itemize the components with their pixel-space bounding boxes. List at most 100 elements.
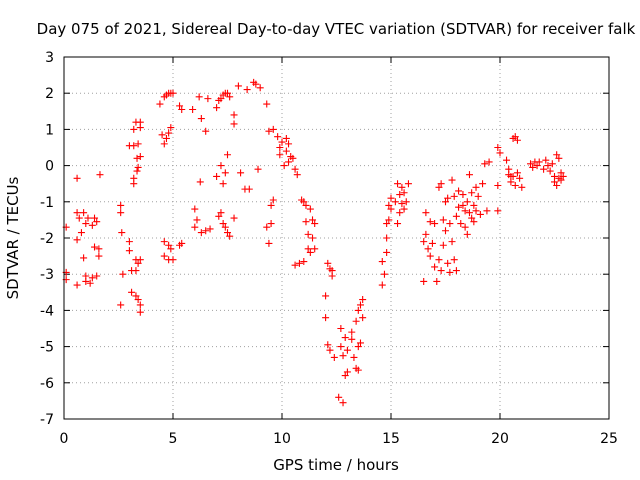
y-tick-label: 1 xyxy=(45,122,54,138)
data-point xyxy=(533,162,541,170)
data-point xyxy=(158,131,166,139)
data-point xyxy=(219,220,227,228)
data-point xyxy=(426,218,434,226)
data-point xyxy=(394,220,402,228)
data-point xyxy=(424,245,432,253)
data-point xyxy=(385,201,393,209)
data-point xyxy=(306,248,314,256)
data-point xyxy=(439,216,447,224)
data-point xyxy=(230,214,238,222)
data-point xyxy=(243,86,251,94)
data-point xyxy=(468,189,476,197)
data-point xyxy=(435,256,443,264)
data-point xyxy=(189,105,197,113)
data-point xyxy=(431,263,439,271)
y-tick-label: -4 xyxy=(40,303,54,319)
data-point xyxy=(165,241,173,249)
data-point xyxy=(326,346,334,354)
data-point xyxy=(463,198,471,206)
data-point xyxy=(132,267,140,275)
data-point xyxy=(213,104,221,112)
data-point xyxy=(293,171,301,179)
data-point xyxy=(420,238,428,246)
data-point xyxy=(167,124,175,132)
data-point xyxy=(459,191,467,199)
data-point xyxy=(380,270,388,278)
data-point xyxy=(73,281,81,289)
data-point xyxy=(559,172,567,180)
y-tick-label: -6 xyxy=(40,376,54,392)
data-point xyxy=(387,194,395,202)
data-point xyxy=(400,205,408,213)
data-point xyxy=(328,272,336,280)
data-point xyxy=(269,125,277,133)
data-point xyxy=(215,212,223,220)
data-point xyxy=(304,230,312,238)
data-point xyxy=(224,229,231,237)
y-tick-label: 2 xyxy=(45,86,54,102)
data-point xyxy=(234,82,242,90)
data-point xyxy=(230,120,238,128)
data-point xyxy=(95,252,103,260)
data-point xyxy=(459,201,467,209)
data-point xyxy=(285,140,293,148)
data-point xyxy=(237,169,245,177)
data-point xyxy=(322,292,330,300)
data-point xyxy=(450,192,458,200)
y-tick-label: -5 xyxy=(40,340,54,356)
data-point xyxy=(311,220,319,228)
data-point xyxy=(280,162,288,170)
data-point xyxy=(324,341,332,349)
data-point xyxy=(196,178,204,186)
data-point xyxy=(470,201,478,209)
data-point xyxy=(136,301,144,309)
data-point xyxy=(420,277,428,285)
data-point xyxy=(91,243,99,251)
data-point xyxy=(80,254,88,262)
data-point xyxy=(125,247,133,255)
data-point xyxy=(439,241,447,249)
data-point xyxy=(350,353,358,361)
data-point xyxy=(356,301,364,309)
data-point xyxy=(95,245,103,253)
data-point xyxy=(378,258,386,266)
x-tick-label: 25 xyxy=(600,431,618,447)
data-point xyxy=(354,306,362,314)
data-point xyxy=(309,216,317,224)
data-point xyxy=(527,160,535,168)
data-point xyxy=(511,182,519,190)
data-point xyxy=(402,198,410,206)
data-point xyxy=(494,207,502,215)
data-point xyxy=(383,220,391,228)
data-point xyxy=(383,248,391,256)
data-point xyxy=(117,209,125,217)
data-point xyxy=(513,136,521,144)
data-point xyxy=(93,218,101,226)
data-point xyxy=(509,172,517,180)
data-point xyxy=(513,169,521,177)
data-point xyxy=(75,214,83,222)
data-point xyxy=(461,207,469,215)
data-point xyxy=(516,174,524,182)
data-point xyxy=(217,95,225,103)
data-point xyxy=(557,169,565,177)
data-point xyxy=(263,100,271,108)
data-point xyxy=(396,209,404,217)
data-point xyxy=(162,134,170,142)
data-point xyxy=(535,158,543,166)
plot-frame xyxy=(63,56,610,420)
data-point xyxy=(468,214,476,222)
data-point xyxy=(265,127,273,135)
data-point xyxy=(494,144,502,151)
data-point xyxy=(553,182,561,190)
data-point xyxy=(306,205,314,213)
y-tick-label: -7 xyxy=(40,412,54,428)
grid-layer xyxy=(64,57,609,419)
data-point xyxy=(125,238,133,246)
data-point xyxy=(88,221,96,229)
data-point xyxy=(132,292,140,300)
data-point xyxy=(309,234,317,242)
data-point xyxy=(461,223,469,231)
data-point xyxy=(282,134,290,142)
x-tick-label: 15 xyxy=(382,431,400,447)
